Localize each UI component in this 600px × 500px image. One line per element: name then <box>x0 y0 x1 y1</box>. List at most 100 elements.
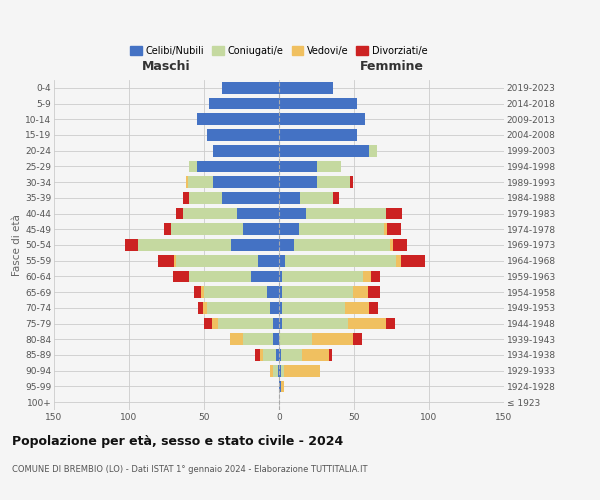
Bar <box>270 365 273 376</box>
Bar <box>386 208 402 220</box>
Bar <box>279 349 281 361</box>
Bar <box>390 239 393 251</box>
Bar <box>353 334 361 345</box>
Bar <box>279 380 281 392</box>
Bar <box>176 255 258 266</box>
Bar <box>384 224 387 235</box>
Bar <box>212 318 218 330</box>
Bar <box>197 114 279 125</box>
Text: Maschi: Maschi <box>142 60 191 74</box>
Bar <box>279 114 365 125</box>
Bar <box>173 270 189 282</box>
Text: Popolazione per età, sesso e stato civile - 2024: Popolazione per età, sesso e stato civil… <box>12 435 343 448</box>
Bar <box>176 208 183 220</box>
Text: COMUNE DI BREMBIO (LO) - Dati ISTAT 1° gennaio 2024 - Elaborazione TUTTITALIA.IT: COMUNE DI BREMBIO (LO) - Dati ISTAT 1° g… <box>12 465 367 474</box>
Bar <box>279 145 369 156</box>
Bar <box>204 286 267 298</box>
Bar <box>284 365 320 376</box>
Bar <box>270 302 279 314</box>
Bar <box>348 318 386 330</box>
Bar <box>282 286 353 298</box>
Bar <box>279 208 306 220</box>
Bar <box>353 286 367 298</box>
Bar <box>273 365 277 376</box>
Bar <box>386 318 395 330</box>
Bar <box>207 129 279 141</box>
Bar <box>317 160 341 172</box>
Bar <box>197 160 279 172</box>
Bar <box>345 302 369 314</box>
Bar <box>203 302 207 314</box>
Bar <box>251 270 279 282</box>
Bar <box>285 255 396 266</box>
Bar <box>231 239 279 251</box>
Bar <box>387 224 401 235</box>
Bar <box>189 160 197 172</box>
Bar <box>193 286 201 298</box>
Bar <box>279 286 282 298</box>
Bar <box>198 302 203 314</box>
Bar <box>183 192 189 204</box>
Bar <box>396 255 401 266</box>
Bar <box>157 255 174 266</box>
Bar <box>207 302 270 314</box>
Bar <box>229 334 243 345</box>
Bar <box>281 380 284 392</box>
Bar <box>189 192 222 204</box>
Bar <box>282 270 363 282</box>
Bar <box>282 318 348 330</box>
Bar <box>279 334 312 345</box>
Bar <box>260 349 263 361</box>
Bar <box>277 365 279 376</box>
Bar <box>279 224 299 235</box>
Bar <box>187 176 213 188</box>
Bar <box>183 208 237 220</box>
Bar <box>255 349 260 361</box>
Bar <box>279 160 317 172</box>
Bar <box>213 176 279 188</box>
Bar <box>189 270 251 282</box>
Bar <box>171 224 243 235</box>
Bar <box>201 286 204 298</box>
Bar <box>333 192 339 204</box>
Bar <box>312 334 353 345</box>
Bar <box>243 224 279 235</box>
Bar <box>279 270 282 282</box>
Bar <box>174 255 176 266</box>
Bar <box>237 208 279 220</box>
Bar <box>281 349 302 361</box>
Bar <box>369 302 378 314</box>
Bar <box>222 82 279 94</box>
Y-axis label: Fasce di età: Fasce di età <box>12 214 22 276</box>
Bar <box>329 349 331 361</box>
Bar <box>279 176 317 188</box>
Bar <box>281 365 284 376</box>
Bar <box>279 239 294 251</box>
Bar <box>299 224 384 235</box>
Text: Femmine: Femmine <box>359 60 424 74</box>
Bar <box>282 302 345 314</box>
Bar <box>279 82 333 94</box>
Bar <box>279 98 357 110</box>
Bar <box>349 176 353 188</box>
Bar <box>401 255 425 266</box>
Bar <box>186 176 187 188</box>
Bar <box>279 365 281 376</box>
Legend: Celibi/Nubili, Coniugati/e, Vedovi/e, Divorziati/e: Celibi/Nubili, Coniugati/e, Vedovi/e, Di… <box>127 42 431 60</box>
Bar <box>218 318 273 330</box>
Bar <box>276 349 279 361</box>
Bar <box>279 129 357 141</box>
Bar <box>273 318 279 330</box>
Bar <box>369 145 377 156</box>
Bar <box>125 239 138 251</box>
Bar <box>222 192 279 204</box>
Bar <box>267 286 279 298</box>
Bar <box>138 239 231 251</box>
Bar <box>279 255 285 266</box>
Bar <box>317 176 349 188</box>
Bar <box>209 98 279 110</box>
Bar <box>279 192 300 204</box>
Bar <box>163 224 171 235</box>
Bar <box>393 239 407 251</box>
Bar <box>279 318 282 330</box>
